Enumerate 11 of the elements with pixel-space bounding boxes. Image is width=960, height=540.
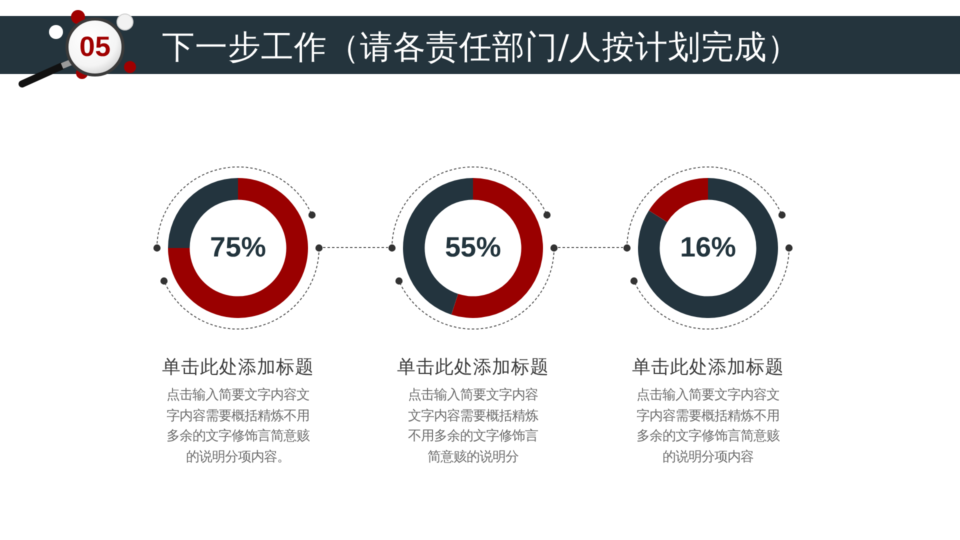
text: 点击输入简要文字内容文字内容需要概括精炼不用多余的文字修饰言简意赅的说明分 bbox=[406, 386, 540, 466]
text: 单击此处添加标题 bbox=[396, 356, 550, 380]
text: 单击此处添加标题 bbox=[161, 356, 315, 380]
data-label: 75% bbox=[210, 232, 266, 263]
text: 点击输入简要文字内容文字内容需要概括精炼不用多余的文字修饰言简意赅的说明分项内容 bbox=[635, 386, 781, 466]
text: 05 bbox=[78, 30, 112, 64]
text: 单击此处添加标题 bbox=[631, 356, 785, 380]
text: 点击输入简要文字内容文字内容需要概括精炼不用多余的文字修饰言简意赅的说明分项内容。 bbox=[165, 386, 311, 466]
text: 下一步工作（请各责任部门/人按计划完成） bbox=[162, 27, 800, 68]
data-label: 16% bbox=[680, 232, 736, 263]
data-label: 55% bbox=[444, 232, 502, 263]
